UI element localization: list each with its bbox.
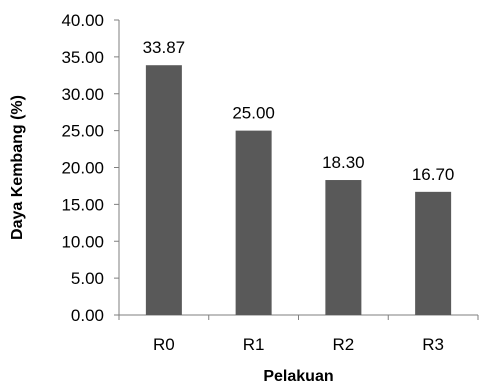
- y-tick-label: 10.00: [61, 232, 104, 251]
- y-axis: 0.00 5.00 10.00 15.00 20.00 25.00 30.00 35.00 40…: [61, 11, 120, 325]
- x-tick-label: R3: [422, 335, 444, 354]
- y-tick-label: 35.00: [61, 48, 104, 67]
- y-tick-label: 15.00: [61, 195, 104, 214]
- y-tick-label: 5.00: [71, 269, 104, 288]
- y-tick-label: 0.00: [71, 306, 104, 325]
- y-axis-title: Daya Kembang (%): [9, 95, 26, 240]
- x-tick-label: R1: [243, 335, 265, 354]
- y-tick-label: 40.00: [61, 11, 104, 30]
- data-label-r1: 25.00: [232, 104, 275, 123]
- bars: [145, 65, 452, 316]
- bar-r2: [325, 180, 362, 315]
- data-label-r0: 33.87: [143, 38, 186, 57]
- x-axis-title: Pelakuan: [263, 368, 333, 385]
- data-label-r2: 18.30: [322, 153, 365, 172]
- x-tick-label: R0: [153, 335, 175, 354]
- y-tick-label: 20.00: [61, 159, 104, 178]
- data-label-r3: 16.70: [412, 165, 455, 184]
- bar-r1: [235, 130, 272, 315]
- bar-r0: [145, 65, 182, 316]
- x-tick-label: R2: [333, 335, 355, 354]
- data-labels: 33.87 25.00 18.30 16.70: [143, 38, 455, 184]
- y-tick-label: 25.00: [61, 122, 104, 141]
- x-axis: R0 R1 R2 R3: [118, 314, 479, 354]
- y-tick-label: 30.00: [61, 85, 104, 104]
- bar-r3: [415, 191, 452, 315]
